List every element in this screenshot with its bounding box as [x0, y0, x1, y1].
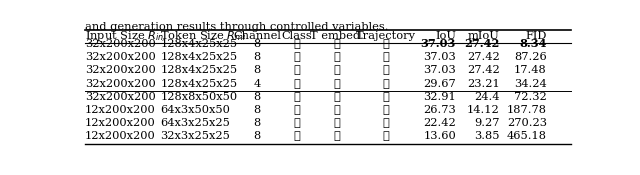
- Text: 37.03: 37.03: [423, 52, 456, 62]
- Text: ✗: ✗: [382, 65, 389, 75]
- Text: 4: 4: [253, 79, 260, 89]
- Text: ✓: ✓: [382, 131, 389, 141]
- Text: 128x4x25x25: 128x4x25x25: [161, 65, 237, 75]
- Text: ✓: ✓: [293, 131, 300, 141]
- Text: 87.26: 87.26: [514, 52, 547, 62]
- Text: 8: 8: [253, 52, 260, 62]
- Text: 32x200x200: 32x200x200: [85, 92, 156, 102]
- Text: 8: 8: [253, 131, 260, 141]
- Text: Channel: Channel: [233, 32, 281, 41]
- Text: ✓: ✓: [293, 105, 300, 115]
- Text: ✓: ✓: [293, 92, 300, 102]
- Text: ✗: ✗: [333, 52, 340, 62]
- Text: ✓: ✓: [333, 92, 340, 102]
- Text: 32.91: 32.91: [423, 92, 456, 102]
- Text: T embed.: T embed.: [310, 32, 364, 41]
- Text: and generation results through controlled variables.: and generation results through controlle…: [85, 22, 388, 32]
- Text: 24.4: 24.4: [474, 92, 500, 102]
- Text: 8.34: 8.34: [519, 38, 547, 49]
- Text: 17.48: 17.48: [514, 65, 547, 75]
- Text: 128x4x25x25: 128x4x25x25: [161, 39, 237, 49]
- Text: 128x4x25x25: 128x4x25x25: [161, 79, 237, 89]
- Text: 8: 8: [253, 39, 260, 49]
- Text: ✓: ✓: [382, 105, 389, 115]
- Text: 14.12: 14.12: [467, 105, 500, 115]
- Text: mIoU: mIoU: [468, 32, 500, 41]
- Text: ✓: ✓: [293, 65, 300, 75]
- Text: 64x3x25x25: 64x3x25x25: [161, 118, 230, 128]
- Text: 32x200x200: 32x200x200: [85, 39, 156, 49]
- Text: 27.42: 27.42: [464, 38, 500, 49]
- Text: ✓: ✓: [382, 118, 389, 128]
- Text: 8: 8: [253, 105, 260, 115]
- Text: 8: 8: [253, 92, 260, 102]
- Text: ✓: ✓: [333, 65, 340, 75]
- Text: 27.42: 27.42: [467, 52, 500, 62]
- Text: ✓: ✓: [293, 39, 300, 49]
- Text: 8: 8: [253, 118, 260, 128]
- Text: Trajectory: Trajectory: [356, 32, 415, 41]
- Text: 9.27: 9.27: [474, 118, 500, 128]
- Text: ✓: ✓: [333, 131, 340, 141]
- Text: ✓: ✓: [293, 79, 300, 89]
- Text: 34.24: 34.24: [514, 79, 547, 89]
- Text: 12x200x200: 12x200x200: [85, 131, 156, 141]
- Text: 37.03: 37.03: [423, 65, 456, 75]
- Text: 3.85: 3.85: [474, 131, 500, 141]
- Text: ✓: ✓: [293, 52, 300, 62]
- Text: ✓: ✓: [382, 52, 389, 62]
- Text: 13.60: 13.60: [423, 131, 456, 141]
- Text: 128x4x25x25: 128x4x25x25: [161, 52, 237, 62]
- Text: FID: FID: [525, 32, 547, 41]
- Text: 37.03: 37.03: [420, 38, 456, 49]
- Text: 64x3x50x50: 64x3x50x50: [161, 105, 230, 115]
- Text: 270.23: 270.23: [507, 118, 547, 128]
- Text: ✓: ✓: [382, 79, 389, 89]
- Text: ✓: ✓: [293, 118, 300, 128]
- Text: ✓: ✓: [382, 92, 389, 102]
- Text: 29.67: 29.67: [423, 79, 456, 89]
- Text: Token Size $R_{mi}$: Token Size $R_{mi}$: [161, 30, 247, 43]
- Text: Class: Class: [281, 32, 312, 41]
- Text: ✓: ✓: [333, 39, 340, 49]
- Text: 27.42: 27.42: [467, 65, 500, 75]
- Text: 32x200x200: 32x200x200: [85, 52, 156, 62]
- Text: 32x200x200: 32x200x200: [85, 79, 156, 89]
- Text: 23.21: 23.21: [467, 79, 500, 89]
- Text: ✓: ✓: [333, 118, 340, 128]
- Text: 8: 8: [253, 65, 260, 75]
- Text: 32x3x25x25: 32x3x25x25: [161, 131, 230, 141]
- Text: 187.78: 187.78: [507, 105, 547, 115]
- Text: 26.73: 26.73: [423, 105, 456, 115]
- Text: ✓: ✓: [333, 79, 340, 89]
- Text: ✓: ✓: [382, 39, 389, 49]
- Text: 12x200x200: 12x200x200: [85, 105, 156, 115]
- Text: 12x200x200: 12x200x200: [85, 118, 156, 128]
- Text: 22.42: 22.42: [423, 118, 456, 128]
- Text: 465.18: 465.18: [507, 131, 547, 141]
- Text: 128x8x50x50: 128x8x50x50: [161, 92, 237, 102]
- Text: 72.32: 72.32: [514, 92, 547, 102]
- Text: 32x200x200: 32x200x200: [85, 65, 156, 75]
- Text: ✓: ✓: [333, 105, 340, 115]
- Text: Input Size $R_{in}$: Input Size $R_{in}$: [85, 30, 164, 44]
- Text: IoU: IoU: [435, 32, 456, 41]
